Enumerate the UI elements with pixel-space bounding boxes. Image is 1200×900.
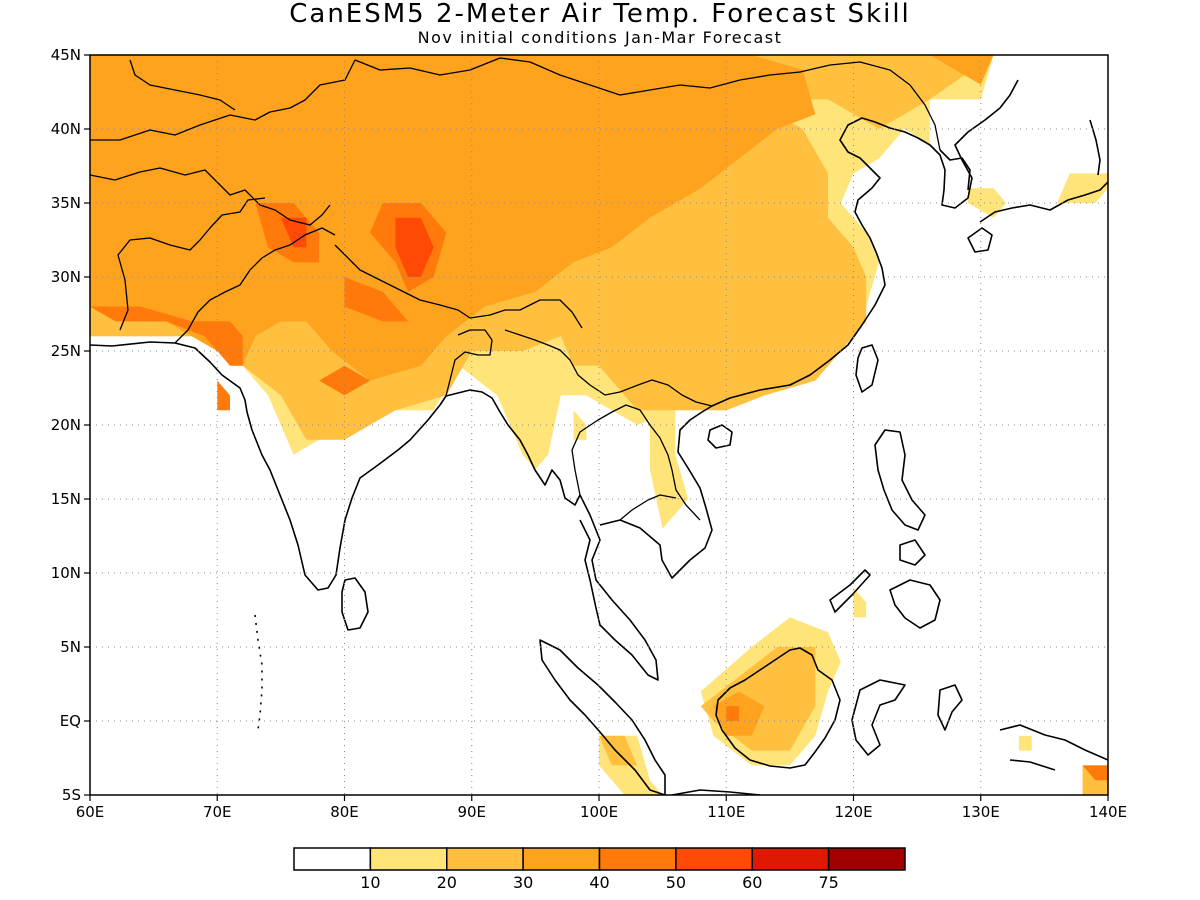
latitude-tick-label: 40N (51, 120, 81, 138)
latitude-tick-label: 5S (62, 786, 81, 804)
longitude-tick-label: 70E (203, 803, 232, 821)
sulawesi-coastline (851, 679, 906, 756)
latitude-axis: 45N 40N 35N 30N 25N 20N 15N 10N 5N EQ 5S (51, 46, 90, 804)
skill-region-level-1 (1057, 173, 1108, 203)
border-line (174, 227, 336, 344)
skill-region-level-4 (1082, 765, 1108, 781)
skill-region-level-1 (573, 410, 587, 440)
colorbar-label: 60 (742, 873, 762, 892)
latitude-tick-label: 35N (51, 194, 81, 212)
map-subtitle: Nov initial conditions Jan-Mar Forecast (417, 28, 783, 47)
japan-coastline (979, 119, 1108, 223)
skill-shading (90, 55, 1108, 795)
skill-region-level-1 (853, 587, 867, 618)
colorbar-swatch (446, 847, 524, 871)
visayas-coastline (899, 539, 926, 566)
moluccas-coastline (937, 684, 963, 731)
sumatra-coastline (539, 639, 666, 795)
skill-region-level-1 (649, 395, 689, 529)
border-line (129, 59, 236, 111)
java-coastline (671, 789, 761, 795)
colorbar-swatch (293, 847, 372, 871)
colorbar-label: 50 (666, 873, 686, 892)
skill-region-level-4 (344, 277, 409, 322)
border-line (619, 494, 677, 521)
colorbar-label: 75 (818, 873, 838, 892)
colorbar-swatch (675, 847, 753, 871)
longitude-axis: 60E 70E 80E 90E 100E 110E 120E 130E 140E (76, 795, 1127, 821)
mindanao-coastline (889, 579, 941, 629)
palawan-coastline (829, 569, 871, 613)
kyushu-coastline (967, 227, 993, 253)
colorbar-swatch (522, 847, 601, 871)
country-borders (90, 57, 941, 521)
border-line (571, 404, 701, 521)
longitude-tick-label: 130E (962, 803, 1000, 821)
border-line (445, 329, 493, 397)
skill-region-level-1 (1018, 735, 1032, 751)
colorbar-swatch (598, 847, 677, 871)
hainan-coastline (707, 424, 733, 449)
latitude-tick-label: 45N (51, 46, 81, 64)
latitude-tick-label: EQ (60, 712, 81, 730)
longitude-tick-label: 100E (580, 803, 618, 821)
longitude-tick-label: 90E (457, 803, 486, 821)
border-line (334, 244, 583, 329)
map-title: CanESM5 2-Meter Air Temp. Forecast Skill (289, 0, 911, 29)
latitude-tick-label: 30N (51, 268, 81, 286)
border-line (354, 57, 941, 151)
longitude-tick-label: 120E (834, 803, 872, 821)
sri-lanka-coastline (341, 577, 369, 631)
bay-coastline (445, 389, 581, 506)
indochina-coastline (599, 405, 713, 579)
luzon-coastline (874, 429, 926, 531)
new-guinea-coastline (999, 724, 1108, 771)
taiwan-coastline (855, 344, 879, 393)
borneo-coastline (715, 647, 841, 769)
latitude-tick-label: 5N (60, 638, 81, 656)
longitude-tick-label: 80E (330, 803, 359, 821)
colorbar-swatch (751, 847, 830, 871)
india-coastline (90, 341, 447, 591)
skill-region-level-3 (90, 55, 816, 381)
colorbar: 10 20 30 40 50 60 75 (293, 847, 906, 892)
border-line (90, 167, 331, 226)
latitude-tick-label: 25N (51, 342, 81, 360)
border-line (117, 197, 266, 331)
skill-region-level-5 (395, 217, 434, 277)
skill-region-level-4 (217, 380, 230, 411)
skill-region-level-3 (929, 55, 994, 85)
latitude-tick-label: 15N (51, 490, 81, 508)
border-line (90, 59, 356, 141)
colorbar-swatch (369, 847, 448, 871)
latitude-tick-label: 10N (51, 564, 81, 582)
longitude-tick-label: 140E (1089, 803, 1127, 821)
korea-coastline (939, 149, 971, 191)
skill-region-level-4 (90, 306, 243, 366)
skill-region-level-4 (726, 706, 739, 721)
colorbar-label: 10 (360, 873, 380, 892)
latitude-tick-label: 20N (51, 416, 81, 434)
colorbar-label: 40 (589, 873, 609, 892)
colorbar-swatch (827, 847, 906, 871)
border-line (504, 329, 713, 407)
coastlines (90, 79, 1108, 795)
longitude-tick-label: 110E (707, 803, 745, 821)
china-coastline (711, 79, 1019, 407)
colorbar-label: 20 (437, 873, 457, 892)
colorbar-label: 30 (513, 873, 533, 892)
longitude-tick-label: 60E (76, 803, 105, 821)
malay-peninsula-coastline (579, 494, 659, 681)
skill-region-level-4 (319, 365, 370, 396)
maldives-coastline (254, 614, 263, 731)
skill-region-level-5 (280, 217, 307, 248)
skill-region-level-1 (968, 188, 1007, 218)
